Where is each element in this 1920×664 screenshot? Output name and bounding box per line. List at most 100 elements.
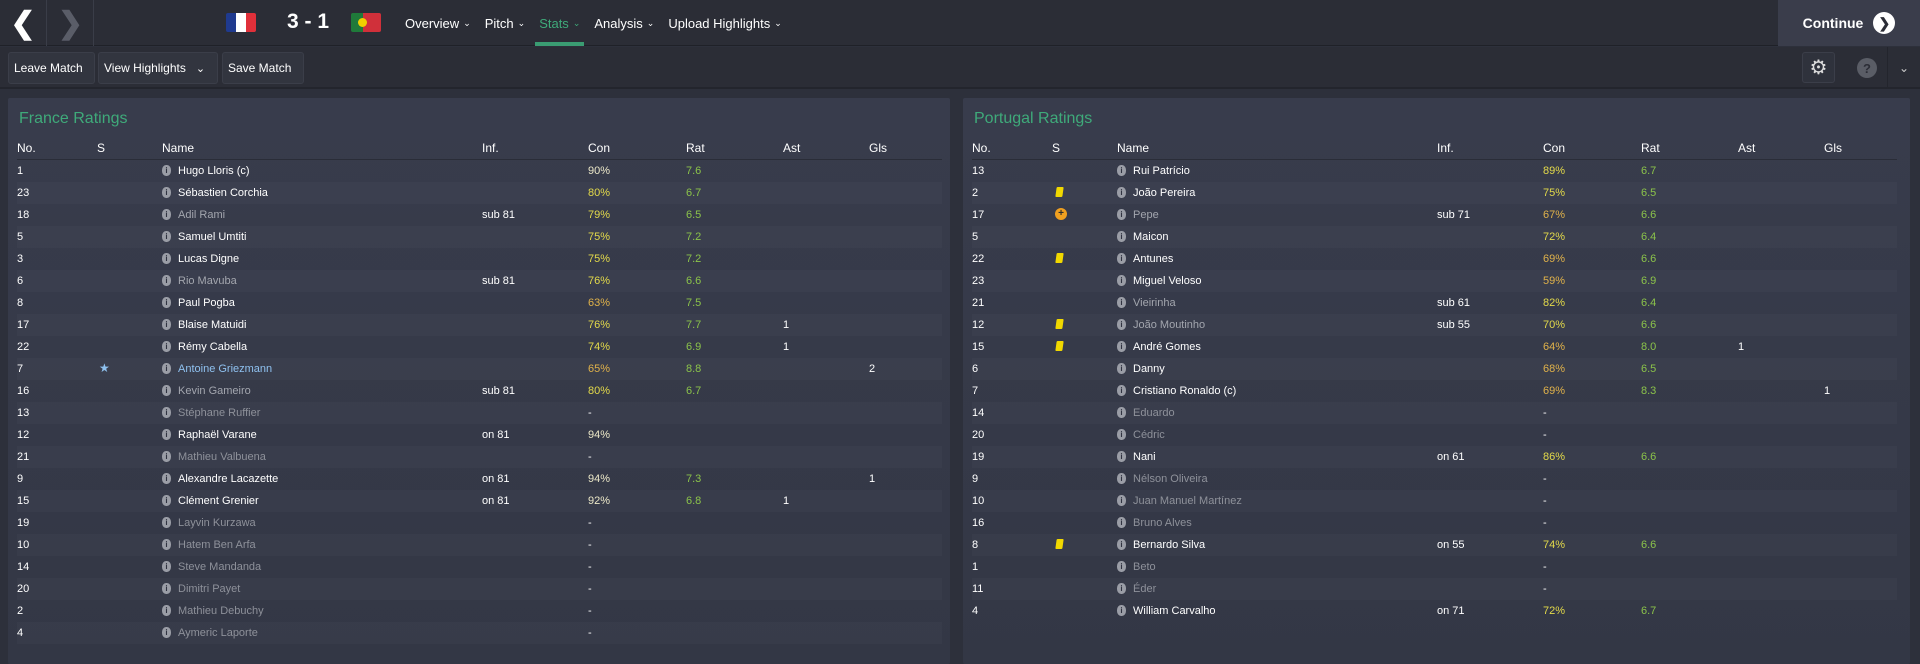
- player-name[interactable]: Nani: [1133, 451, 1156, 463]
- info-icon[interactable]: i: [162, 539, 171, 550]
- gear-icon[interactable]: ⚙: [1802, 52, 1835, 83]
- table-row[interactable]: 17 i Blaise Matuidi 76% 7.7 1: [17, 314, 942, 336]
- info-icon[interactable]: i: [162, 231, 171, 242]
- column-header-s[interactable]: S: [97, 141, 106, 155]
- info-icon[interactable]: i: [1117, 165, 1126, 176]
- table-row[interactable]: 6 i Rio Mavuba sub 81 76% 6.6: [17, 270, 942, 292]
- table-row[interactable]: 2 i Mathieu Debuchy -: [17, 600, 942, 622]
- player-name[interactable]: William Carvalho: [1133, 605, 1216, 617]
- info-icon[interactable]: i: [1117, 561, 1126, 572]
- table-row[interactable]: 6 i Danny 68% 6.5: [972, 358, 1897, 380]
- column-header-gls[interactable]: Gls: [1824, 141, 1842, 155]
- info-icon[interactable]: i: [1117, 209, 1126, 220]
- column-header-con[interactable]: Con: [1543, 141, 1566, 155]
- table-row[interactable]: 18 i Adil Rami sub 81 79% 6.5: [17, 204, 942, 226]
- player-name[interactable]: Cédric: [1133, 429, 1165, 441]
- player-name[interactable]: Aymeric Laporte: [178, 627, 258, 639]
- player-name[interactable]: Bruno Alves: [1133, 517, 1192, 529]
- info-icon[interactable]: i: [1117, 539, 1126, 550]
- player-name[interactable]: Hatem Ben Arfa: [178, 539, 256, 551]
- player-name[interactable]: Raphaël Varane: [178, 429, 257, 441]
- info-icon[interactable]: i: [162, 385, 171, 396]
- info-icon[interactable]: i: [162, 429, 171, 440]
- column-header-rat[interactable]: Rat: [1641, 141, 1660, 155]
- table-row[interactable]: 7 ★ i Antoine Griezmann 65% 8.8 2: [17, 358, 942, 380]
- table-row[interactable]: 9 i Alexandre Lacazette on 81 94% 7.3 1: [17, 468, 942, 490]
- info-icon[interactable]: i: [1117, 363, 1126, 374]
- tab-analysis[interactable]: Analysis ⌄: [594, 0, 654, 46]
- info-icon[interactable]: i: [1117, 429, 1126, 440]
- player-name[interactable]: Mathieu Valbuena: [178, 451, 266, 463]
- player-name[interactable]: Stéphane Ruffier: [178, 407, 261, 419]
- player-name[interactable]: Vieirinha: [1133, 297, 1176, 309]
- player-name[interactable]: João Moutinho: [1133, 319, 1206, 331]
- player-name[interactable]: Adil Rami: [178, 209, 226, 221]
- player-name[interactable]: Juan Manuel Martínez: [1133, 495, 1242, 507]
- info-icon[interactable]: i: [1117, 297, 1126, 308]
- tab-upload-highlights[interactable]: Upload Highlights ⌄: [668, 0, 781, 46]
- info-icon[interactable]: i: [1117, 605, 1126, 616]
- player-name[interactable]: Alexandre Lacazette: [178, 473, 279, 485]
- save-match-button[interactable]: Save Match: [222, 52, 304, 84]
- player-name[interactable]: Danny: [1133, 363, 1165, 375]
- table-row[interactable]: 8 i Paul Pogba 63% 7.5: [17, 292, 942, 314]
- info-icon[interactable]: i: [162, 451, 171, 462]
- column-header-con[interactable]: Con: [588, 141, 611, 155]
- player-name[interactable]: Maicon: [1133, 231, 1169, 243]
- table-row[interactable]: 4 i William Carvalho on 71 72% 6.7: [972, 600, 1897, 622]
- info-icon[interactable]: i: [162, 407, 171, 418]
- player-name[interactable]: Rémy Cabella: [178, 341, 248, 353]
- player-name[interactable]: Dimitri Payet: [178, 583, 241, 595]
- player-name[interactable]: Eduardo: [1133, 407, 1175, 419]
- table-row[interactable]: 14 i Steve Mandanda -: [17, 556, 942, 578]
- table-row[interactable]: 20 i Dimitri Payet -: [17, 578, 942, 600]
- table-row[interactable]: 21 i Vieirinha sub 61 82% 6.4: [972, 292, 1897, 314]
- column-header-rat[interactable]: Rat: [686, 141, 705, 155]
- info-icon[interactable]: i: [162, 363, 171, 374]
- player-name[interactable]: Cristiano Ronaldo (c): [1133, 385, 1237, 397]
- column-header-ast[interactable]: Ast: [783, 141, 801, 155]
- table-row[interactable]: 19 i Layvin Kurzawa -: [17, 512, 942, 534]
- table-row[interactable]: 10 i Juan Manuel Martínez -: [972, 490, 1897, 512]
- info-icon[interactable]: i: [1117, 231, 1126, 242]
- info-icon[interactable]: i: [1117, 583, 1126, 594]
- column-header-ast[interactable]: Ast: [1738, 141, 1756, 155]
- player-name[interactable]: Rui Patrício: [1133, 165, 1190, 177]
- info-icon[interactable]: i: [1117, 341, 1126, 352]
- info-icon[interactable]: i: [1117, 407, 1126, 418]
- table-row[interactable]: 12 i Raphaël Varane on 81 94%: [17, 424, 942, 446]
- continue-button[interactable]: Continue ❯: [1778, 0, 1920, 46]
- table-row[interactable]: 14 i Eduardo -: [972, 402, 1897, 424]
- player-name[interactable]: Beto: [1133, 561, 1156, 573]
- table-row[interactable]: 11 i Éder -: [972, 578, 1897, 600]
- player-name[interactable]: Mathieu Debuchy: [178, 605, 264, 617]
- table-row[interactable]: 9 i Nélson Oliveira -: [972, 468, 1897, 490]
- info-icon[interactable]: i: [162, 319, 171, 330]
- table-row[interactable]: 23 i Sébastien Corchia 80% 6.7: [17, 182, 942, 204]
- info-icon[interactable]: i: [162, 341, 171, 352]
- info-icon[interactable]: i: [1117, 495, 1126, 506]
- column-header-no[interactable]: No.: [972, 141, 991, 155]
- table-row[interactable]: 1 i Hugo Lloris (c) 90% 7.6: [17, 160, 942, 182]
- tab-pitch[interactable]: Pitch ⌄: [485, 0, 525, 46]
- column-header-inf[interactable]: Inf.: [1437, 141, 1454, 155]
- info-icon[interactable]: i: [162, 165, 171, 176]
- player-name[interactable]: Layvin Kurzawa: [178, 517, 256, 529]
- info-icon[interactable]: i: [162, 473, 171, 484]
- player-name[interactable]: Antunes: [1133, 253, 1174, 265]
- table-row[interactable]: 15 i André Gomes 64% 8.0 1: [972, 336, 1897, 358]
- table-row[interactable]: 4 i Aymeric Laporte -: [17, 622, 942, 644]
- info-icon[interactable]: i: [162, 209, 171, 220]
- player-name[interactable]: Sébastien Corchia: [178, 187, 268, 199]
- info-icon[interactable]: i: [162, 253, 171, 264]
- player-name[interactable]: Clément Grenier: [178, 495, 259, 507]
- table-row[interactable]: 12 i João Moutinho sub 55 70% 6.6: [972, 314, 1897, 336]
- info-icon[interactable]: i: [1117, 385, 1126, 396]
- player-name[interactable]: Kevin Gameiro: [178, 385, 251, 397]
- table-row[interactable]: 10 i Hatem Ben Arfa -: [17, 534, 942, 556]
- table-row[interactable]: 8 i Bernardo Silva on 55 74% 6.6: [972, 534, 1897, 556]
- table-row[interactable]: 7 i Cristiano Ronaldo (c) 69% 8.3 1: [972, 380, 1897, 402]
- player-name[interactable]: Lucas Digne: [178, 253, 240, 265]
- view-highlights-dropdown[interactable]: View Highlights ⌄: [98, 52, 218, 84]
- info-icon[interactable]: i: [162, 561, 171, 572]
